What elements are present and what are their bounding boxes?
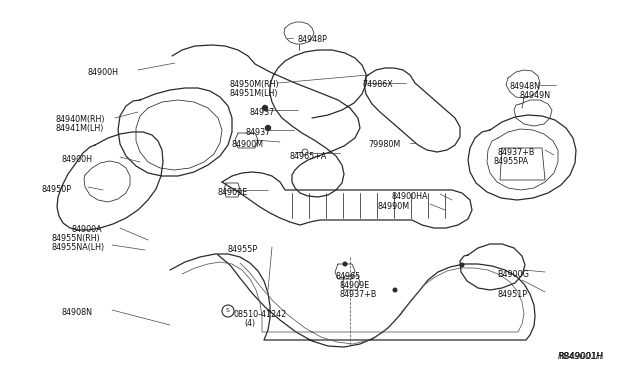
Text: 84949N: 84949N	[520, 91, 551, 100]
Text: 79980M: 79980M	[368, 140, 400, 149]
Text: 84948N: 84948N	[510, 82, 541, 91]
Circle shape	[262, 106, 268, 110]
Text: 84950M(RH): 84950M(RH)	[230, 80, 280, 89]
Text: 84909E: 84909E	[340, 281, 371, 290]
Text: R849001H: R849001H	[558, 352, 604, 361]
Text: 84900H: 84900H	[88, 68, 119, 77]
Text: 84941M(LH): 84941M(LH)	[55, 124, 104, 133]
Text: 84951P: 84951P	[497, 290, 527, 299]
Text: 84908N: 84908N	[62, 308, 93, 317]
Text: 84955N(RH): 84955N(RH)	[52, 234, 100, 243]
Text: 74986X: 74986X	[362, 80, 393, 89]
Text: R849001H: R849001H	[558, 352, 604, 361]
Circle shape	[266, 125, 271, 131]
Text: 84951M(LH): 84951M(LH)	[230, 89, 278, 98]
Text: 84948P: 84948P	[298, 35, 328, 44]
Text: 84937+B: 84937+B	[497, 148, 534, 157]
Circle shape	[460, 263, 464, 267]
Text: 84937+B: 84937+B	[340, 290, 378, 299]
Text: 84965: 84965	[335, 272, 360, 281]
Text: 84955PA: 84955PA	[493, 157, 528, 166]
Text: 84937: 84937	[250, 108, 275, 117]
Circle shape	[393, 288, 397, 292]
Text: 84900HA: 84900HA	[392, 192, 429, 201]
Text: 84937: 84937	[246, 128, 271, 137]
Text: 84950P: 84950P	[42, 185, 72, 194]
Text: 84990M: 84990M	[378, 202, 410, 211]
Text: 08510-41242: 08510-41242	[234, 310, 287, 319]
Text: 84940M(RH): 84940M(RH)	[55, 115, 104, 124]
Text: S: S	[226, 308, 230, 314]
Text: 84965+A: 84965+A	[290, 152, 328, 161]
Text: 84900A: 84900A	[72, 225, 102, 234]
Text: 84955NA(LH): 84955NA(LH)	[52, 243, 105, 252]
Text: 84909E: 84909E	[218, 188, 248, 197]
Text: 84900H: 84900H	[62, 155, 93, 164]
Text: (4): (4)	[244, 319, 255, 328]
Text: 84955P: 84955P	[228, 245, 258, 254]
Text: 84900M: 84900M	[232, 140, 264, 149]
Text: B4900G: B4900G	[497, 270, 529, 279]
Circle shape	[343, 262, 347, 266]
